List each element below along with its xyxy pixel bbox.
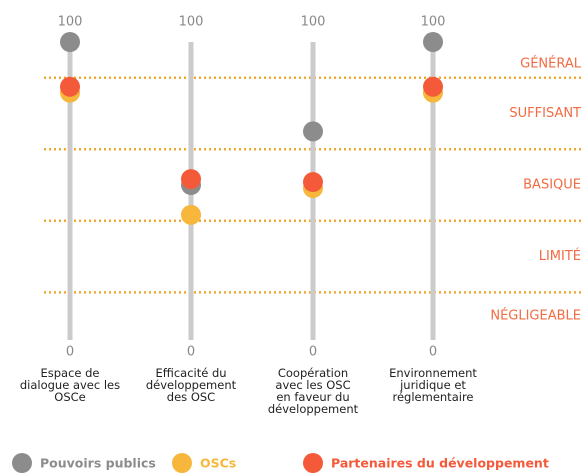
dot bbox=[423, 76, 443, 97]
legend-swatch bbox=[12, 453, 32, 473]
legend-label: Partenaires du développement bbox=[331, 456, 549, 471]
tick-label: 0 bbox=[66, 345, 74, 360]
tick-label: 100 bbox=[179, 15, 204, 30]
legend-label: OSCs bbox=[200, 456, 236, 471]
tick-label: 0 bbox=[429, 345, 437, 360]
tick-label: 0 bbox=[187, 345, 195, 360]
dot bbox=[303, 121, 323, 142]
dot bbox=[181, 204, 201, 225]
legend-swatch bbox=[172, 453, 192, 473]
tick-label: 0 bbox=[309, 345, 317, 360]
dot bbox=[303, 172, 323, 193]
legend-label: Pouvoirs publics bbox=[40, 456, 156, 471]
tick-label: 100 bbox=[421, 15, 446, 30]
category-label: Environnement juridique et réglementaire bbox=[389, 366, 477, 404]
category-label: Espace de dialogue avec les OSCe bbox=[19, 366, 121, 404]
tick-label: 100 bbox=[301, 15, 326, 30]
legend-swatch bbox=[303, 453, 323, 473]
dot bbox=[423, 32, 443, 52]
dot bbox=[60, 32, 80, 52]
category-label: Coopération avec les OSC en faveur du dé… bbox=[267, 366, 359, 416]
dot bbox=[60, 76, 80, 97]
tick-label: 100 bbox=[58, 15, 83, 30]
band-label: BASIQUE bbox=[523, 178, 581, 193]
band-label: NÉGLIGEABLE bbox=[490, 308, 581, 324]
band-label: LIMITÉ bbox=[539, 248, 581, 264]
band-label: GÉNÉRAL bbox=[520, 55, 582, 71]
dot bbox=[181, 169, 201, 190]
band-label: SUFFISANT bbox=[509, 106, 581, 121]
category-label: Efficacité du développement des OSC bbox=[145, 366, 237, 404]
